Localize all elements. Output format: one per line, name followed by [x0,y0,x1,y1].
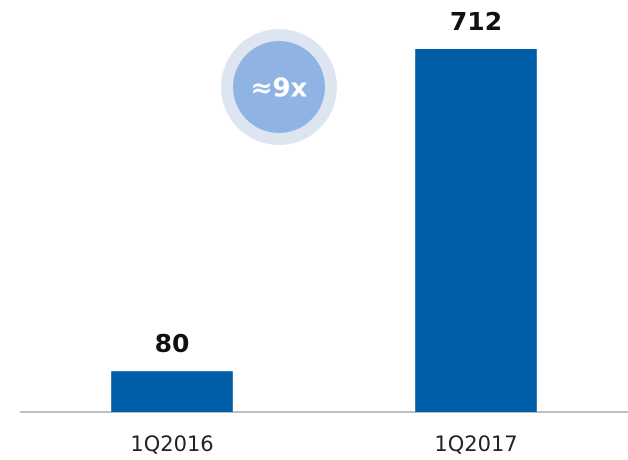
bar [415,49,537,412]
x-tick-label: 1Q2016 [130,432,213,456]
annotation: ≈9x [251,74,308,104]
x-tick-label: 1Q2017 [434,432,517,456]
bar [111,371,233,412]
data-label: 80 [155,329,190,358]
data-label: 712 [450,7,502,36]
badge [233,41,325,133]
